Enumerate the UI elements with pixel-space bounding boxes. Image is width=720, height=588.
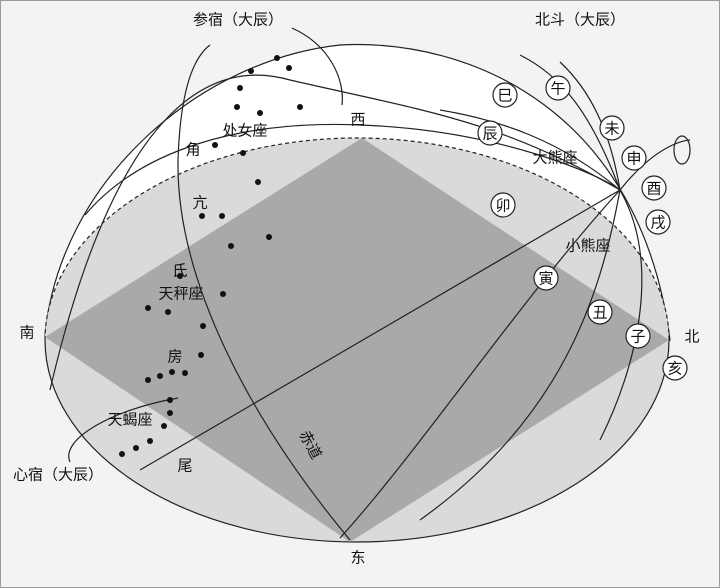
plane bbox=[45, 138, 669, 542]
label: 尾 bbox=[177, 457, 192, 475]
line bbox=[439, 109, 621, 191]
branch-label: 未 bbox=[604, 120, 619, 138]
branch-circle bbox=[533, 265, 559, 291]
branch-circle bbox=[492, 82, 518, 108]
label: 氐 bbox=[172, 262, 187, 280]
line bbox=[49, 74, 621, 391]
branch-label: 午 bbox=[550, 80, 565, 98]
line bbox=[139, 189, 621, 471]
label: 南 bbox=[19, 324, 34, 342]
branch-circle bbox=[545, 75, 571, 101]
label: 小熊座 bbox=[565, 237, 610, 255]
label: 北 bbox=[684, 328, 699, 346]
rotation bbox=[673, 135, 691, 165]
stars bbox=[119, 55, 303, 457]
label: 东 bbox=[350, 549, 365, 567]
branch-circle bbox=[599, 115, 625, 141]
arrow bbox=[68, 397, 179, 463]
label: 房 bbox=[167, 348, 182, 366]
branch-circle bbox=[662, 355, 688, 381]
branch-circle bbox=[490, 192, 516, 218]
branch-label: 戌 bbox=[650, 214, 665, 232]
branch-label: 亥 bbox=[667, 360, 682, 378]
label: 天蝎座 bbox=[107, 411, 152, 429]
label: 西 bbox=[350, 111, 365, 129]
horizon-back bbox=[44, 137, 670, 341]
branch-label: 卯 bbox=[495, 197, 510, 215]
label: 大熊座 bbox=[532, 149, 577, 167]
line bbox=[339, 189, 621, 539]
great-circles bbox=[49, 27, 691, 541]
branch-label: 巳 bbox=[497, 87, 512, 105]
line bbox=[419, 189, 621, 521]
branch-circle bbox=[621, 145, 647, 171]
branch-circle bbox=[625, 323, 651, 349]
label: 北斗（大辰） bbox=[535, 11, 625, 29]
line bbox=[519, 54, 621, 191]
label: 参宿（大辰） bbox=[193, 11, 283, 29]
branch-circle bbox=[641, 175, 667, 201]
line bbox=[559, 61, 621, 191]
label: 亢 bbox=[192, 194, 207, 212]
axis bbox=[619, 139, 691, 191]
label: 处女座 bbox=[222, 122, 267, 140]
branch-circle bbox=[645, 209, 671, 235]
arrow bbox=[291, 27, 343, 106]
branch-label: 丑 bbox=[592, 304, 607, 322]
label: 天秤座 bbox=[158, 285, 203, 303]
label: 角 bbox=[185, 141, 200, 159]
branch-label: 申 bbox=[626, 150, 641, 168]
line bbox=[599, 189, 643, 441]
line bbox=[84, 123, 621, 216]
branch-label: 子 bbox=[630, 328, 645, 346]
branch-label: 寅 bbox=[538, 270, 553, 288]
branch-label: 酉 bbox=[646, 180, 661, 198]
branch-circle bbox=[587, 299, 613, 325]
branch-circle bbox=[477, 120, 503, 146]
label: 心宿（大辰） bbox=[13, 466, 103, 484]
equator bbox=[177, 44, 351, 541]
branch-label: 辰 bbox=[482, 125, 497, 143]
